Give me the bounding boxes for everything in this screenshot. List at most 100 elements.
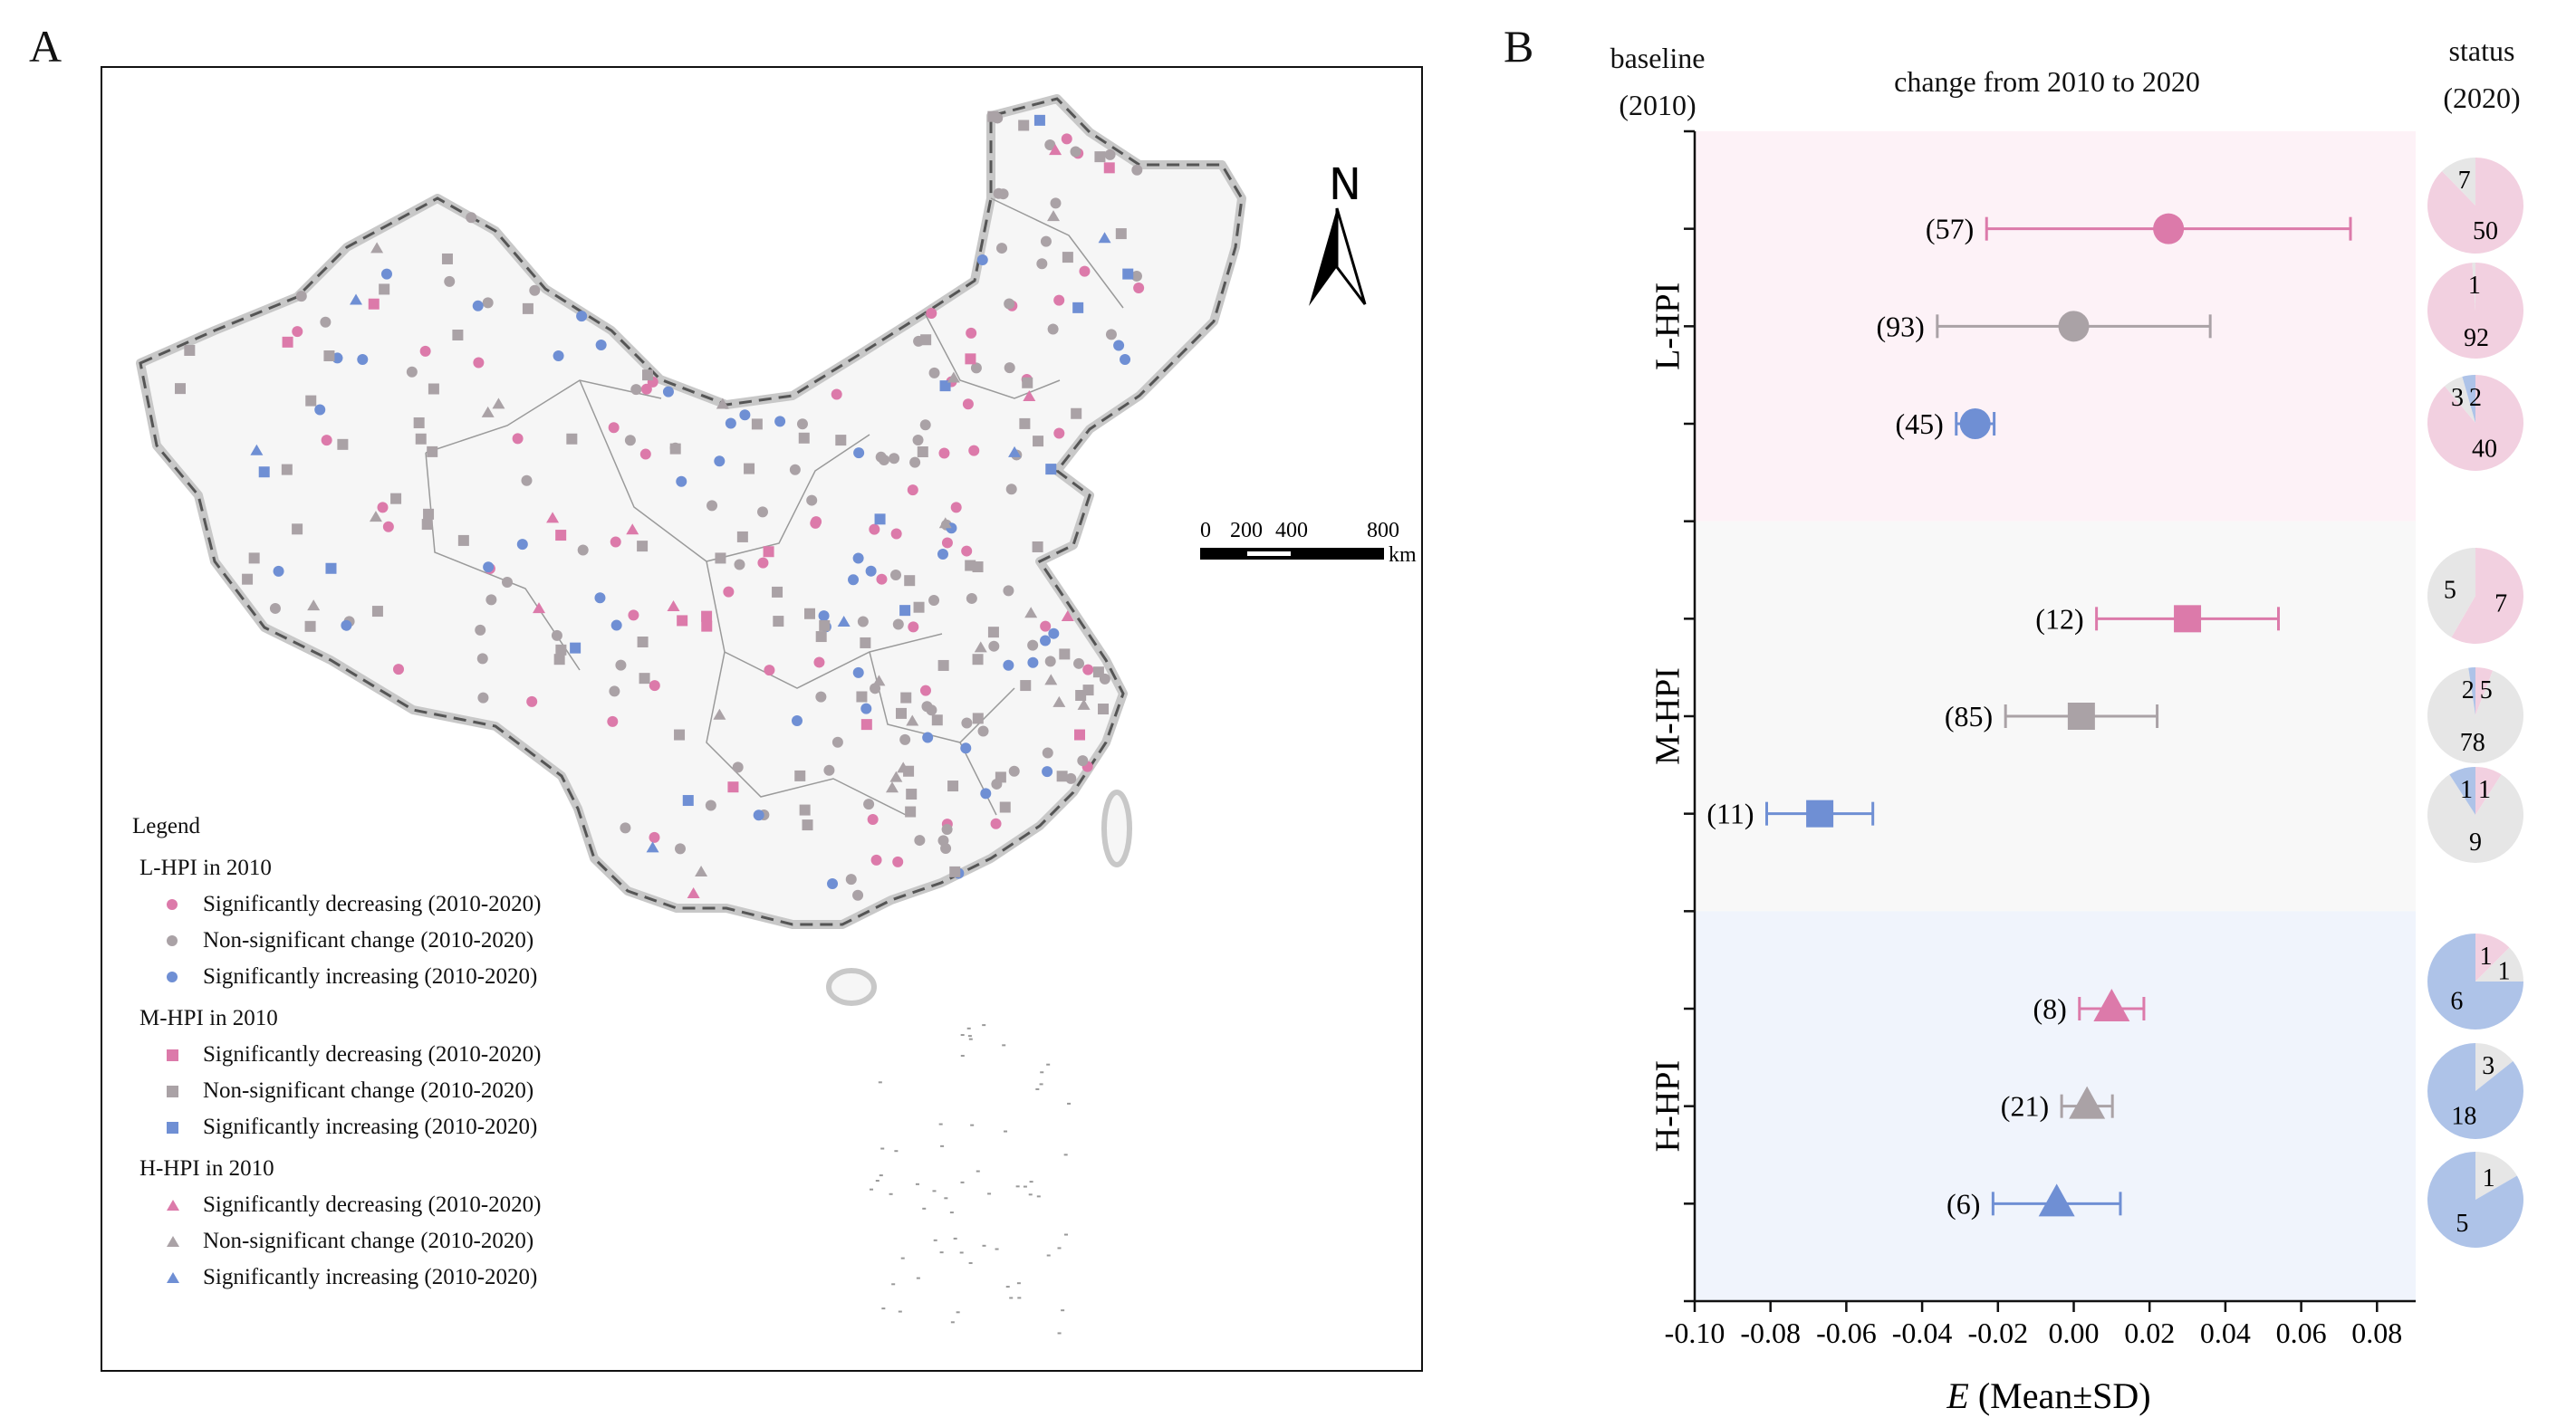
site-marker-square <box>1059 648 1071 660</box>
pie-slice-H <box>2427 1152 2524 1248</box>
site-marker-square <box>899 605 911 617</box>
pie-count-M: 7 <box>2458 167 2471 195</box>
island-dot <box>950 1321 955 1324</box>
site-marker-circle <box>940 843 952 855</box>
site-marker-circle <box>620 822 631 834</box>
site-marker-circle <box>941 537 953 549</box>
site-marker-circle <box>980 788 992 800</box>
status-pie: 116 <box>2427 934 2523 1030</box>
site-marker-square <box>1092 666 1104 678</box>
x-axis-title-text: (Mean±SD) <box>1969 1375 2151 1416</box>
island-dot <box>949 1212 954 1214</box>
site-marker-circle <box>890 528 902 540</box>
header-baseline: baseline (2010) <box>1576 34 1739 129</box>
legend-group: L-HPI in 2010 Significantly decreasing (2… <box>139 850 542 995</box>
site-marker-square <box>905 806 917 818</box>
legend-item-label: Significantly increasing (2010-2020) <box>203 1265 538 1289</box>
pie-slice-L <box>2475 934 2510 982</box>
island-dot <box>995 1248 999 1250</box>
square-marker-icon <box>167 1085 178 1097</box>
site-marker-square <box>555 530 567 541</box>
site-marker-circle <box>321 435 332 446</box>
site-marker-square <box>874 513 886 525</box>
site-marker-circle <box>831 388 842 400</box>
site-marker-circle <box>320 316 332 328</box>
site-marker-circle <box>1004 298 1015 310</box>
site-marker-circle <box>1120 353 1131 365</box>
site-marker-circle <box>639 448 651 460</box>
site-marker-circle <box>649 680 660 692</box>
site-marker-square <box>452 329 464 340</box>
site-marker-circle <box>553 350 564 362</box>
site-marker-square <box>1073 729 1085 741</box>
site-marker-square <box>368 298 380 310</box>
pie-count-M: 5 <box>2444 576 2456 604</box>
site-marker-circle <box>857 616 869 627</box>
pie-slice-H <box>2427 1043 2523 1140</box>
group-label: H-HPI <box>1649 1060 1687 1152</box>
site-marker-circle <box>608 422 620 434</box>
site-marker-circle <box>1104 148 1116 160</box>
site-marker-circle <box>996 243 1008 254</box>
site-marker-circle <box>380 268 392 280</box>
island-dot <box>1036 1195 1041 1198</box>
site-marker-circle <box>875 451 887 463</box>
north-arrow-right-icon <box>1335 207 1367 305</box>
site-marker-circle <box>734 559 745 570</box>
site-marker-square <box>701 610 713 622</box>
island-dot <box>953 1237 957 1240</box>
site-marker-square <box>248 552 260 564</box>
site-marker-triangle <box>626 523 639 535</box>
x-tick-label: 0.06 <box>2276 1317 2327 1349</box>
site-marker-triangle <box>250 444 264 455</box>
island-dot <box>1005 1286 1010 1288</box>
site-marker-circle <box>892 618 904 630</box>
site-marker-triangle <box>646 841 659 853</box>
site-marker-triangle <box>1061 609 1074 621</box>
legend-item: Non-significant change (2010-2020) <box>167 1223 542 1259</box>
sample-size-label: (85) <box>1945 700 1993 733</box>
row-m-hpi-nonsig: (85) <box>1945 700 2159 733</box>
site-marker-triangle <box>1053 695 1066 707</box>
site-marker-square <box>258 466 270 478</box>
site-marker-square <box>744 463 755 474</box>
scale-tick-400: 400 <box>1275 519 1308 542</box>
island-dot <box>1035 1087 1040 1090</box>
site-marker-circle <box>966 592 977 604</box>
mean-marker-circle <box>1959 408 1991 439</box>
site-marker-circle <box>630 384 642 396</box>
x-tick-label: 0.08 <box>2351 1317 2402 1349</box>
legend-item: Significantly increasing (2010-2020) <box>167 959 542 995</box>
site-marker-triangle <box>481 406 495 417</box>
header-baseline-line1: baseline <box>1610 42 1706 74</box>
legend-title: Legend <box>132 814 200 838</box>
site-marker-circle <box>892 856 904 867</box>
island-dot <box>987 1192 992 1195</box>
legend-item: Significantly increasing (2010-2020) <box>167 1259 542 1296</box>
pie-slice-L <box>2475 667 2494 715</box>
scale-tick-800: 800 <box>1367 519 1399 542</box>
mean-marker-triangle <box>2038 1183 2075 1217</box>
site-marker-circle <box>705 800 716 811</box>
site-marker-circle <box>938 447 950 459</box>
site-marker-square <box>641 369 653 381</box>
island-dot <box>967 1035 972 1038</box>
site-marker-circle <box>526 695 538 707</box>
site-marker-square <box>669 443 681 455</box>
site-marker-circle <box>1073 657 1085 669</box>
status-pie: 1 9 1 <box>2427 767 2523 863</box>
pie-count-H: 2 <box>2469 384 2482 412</box>
site-marker-triangle <box>307 599 321 611</box>
pie-count-M: 3 <box>2482 1052 2494 1080</box>
site-marker-triangle <box>1098 232 1111 244</box>
island-dot <box>968 1038 973 1040</box>
pie-count-L: 50 <box>2473 217 2498 245</box>
pie-count-H: 1 <box>2460 776 2473 804</box>
x-tick-label: 0.04 <box>2200 1317 2251 1349</box>
triangle-marker-icon <box>167 1236 179 1247</box>
pie-slice-M <box>2427 548 2475 637</box>
row-m-hpi-decreasing: (12) <box>2035 602 2280 635</box>
panel-label-a: A <box>29 21 62 72</box>
site-marker-triangle <box>974 641 987 653</box>
